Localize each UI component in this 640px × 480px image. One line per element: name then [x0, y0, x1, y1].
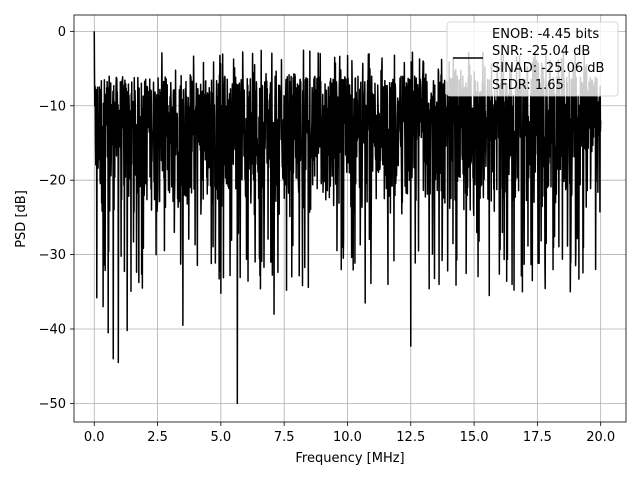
y-tick-label: 0	[58, 25, 66, 40]
x-tick-label: 12.5	[396, 430, 425, 445]
x-tick-label: 0.0	[84, 430, 105, 445]
y-tick-label: −40	[39, 322, 66, 337]
y-tick-label: −20	[39, 174, 66, 189]
x-tick-label: 17.5	[523, 430, 552, 445]
x-tick-label: 5.0	[211, 430, 232, 445]
legend-entry-enob: ENOB: -4.45 bits	[492, 27, 599, 42]
x-tick-label: 15.0	[460, 430, 489, 445]
y-tick-label: −10	[39, 99, 66, 114]
legend-box	[446, 21, 619, 97]
x-tick-label: 10.0	[333, 430, 362, 445]
x-tick-label: 20.0	[586, 430, 615, 445]
legend-entry-sfdr: SFDR: 1.65	[492, 78, 564, 93]
legend-entry-sinad: SINAD: -25.06 dB	[492, 61, 604, 76]
plot-layer	[93, 31, 602, 405]
psd-series-line	[93, 31, 602, 405]
x-axis: 0.0 2.5 5.0 7.5 10.0 12.5 15.0 17.5 20.0	[84, 422, 615, 445]
y-tick-label: −50	[39, 397, 66, 412]
x-tick-label: 2.5	[147, 430, 168, 445]
legend: ENOB: -4.45 bits SNR: -25.04 dB SINAD: -…	[446, 21, 619, 97]
y-axis: 0 −10 −20 −30 −40 −50	[39, 25, 74, 412]
x-axis-label: Frequency [MHz]	[295, 451, 404, 466]
legend-entry-snr: SNR: -25.04 dB	[492, 44, 590, 59]
x-tick-label: 7.5	[274, 430, 295, 445]
y-tick-label: −30	[39, 248, 66, 263]
y-axis-label: PSD [dB]	[14, 190, 29, 248]
plot-frame	[73, 14, 627, 423]
